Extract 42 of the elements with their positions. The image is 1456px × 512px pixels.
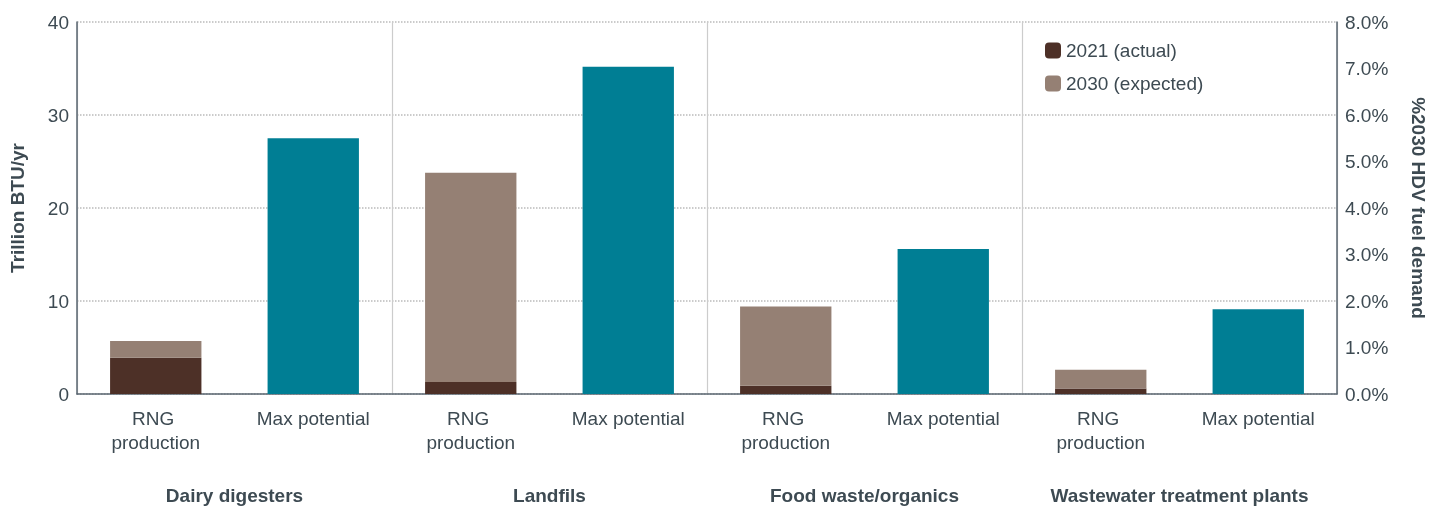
- y2-tick-label: 3.0%: [1345, 244, 1389, 265]
- x-tick-label: Max potential: [256, 407, 370, 429]
- y-tick-label: 30: [47, 104, 69, 126]
- x-tick-label: Max potential: [1201, 407, 1315, 429]
- y2-tick-label: 0.0%: [1345, 383, 1389, 405]
- legend-label: 2021 (actual): [1066, 40, 1177, 61]
- y2-tick-label: 1.0%: [1345, 337, 1389, 358]
- y-tick-label: 20: [47, 197, 69, 219]
- y2-tick-label: 6.0%: [1345, 104, 1389, 126]
- legend-label: 2030 (expected): [1066, 73, 1204, 94]
- y2-tick-label: 7.0%: [1345, 58, 1389, 79]
- bar: [110, 357, 202, 394]
- bar: [740, 306, 832, 386]
- bar: [1055, 369, 1147, 389]
- bar: [267, 138, 359, 394]
- y2-tick-label: 2.0%: [1345, 290, 1389, 312]
- bar: [425, 172, 517, 382]
- text: Dairy digesters: [165, 485, 304, 506]
- y-tick-label: 0: [58, 383, 69, 405]
- x-tick-label: RNG production: [1056, 407, 1146, 453]
- x-tick-label: Max potential: [886, 407, 1000, 429]
- y2-tick-label: 8.0%: [1345, 11, 1389, 33]
- y-tick-label: 40: [47, 11, 69, 33]
- bar: [425, 381, 517, 394]
- x-tick-label: RNG production: [426, 407, 516, 453]
- text: Wastewater treatment plants: [1050, 485, 1309, 506]
- bar: [1212, 309, 1304, 394]
- x-tick-label: Max potential: [571, 407, 685, 429]
- text: Food waste/organics: [770, 485, 959, 506]
- y-tick-label: 10: [47, 290, 69, 312]
- text: Landfils: [513, 485, 586, 506]
- x-tick-label: RNG production: [111, 407, 201, 453]
- y2-axis-title: %2030 HDV fuel demand: [1408, 97, 1429, 319]
- x-tick-label: RNG production: [741, 407, 831, 453]
- y2-tick-label: 5.0%: [1345, 151, 1389, 172]
- bar: [1055, 388, 1147, 394]
- y-axis-title: Trillion BTU/yr: [7, 142, 28, 273]
- y2-tick-label: 4.0%: [1345, 197, 1389, 219]
- bar: [740, 385, 832, 394]
- bar: [582, 66, 674, 394]
- bar: [897, 248, 989, 394]
- bar: [110, 340, 202, 358]
